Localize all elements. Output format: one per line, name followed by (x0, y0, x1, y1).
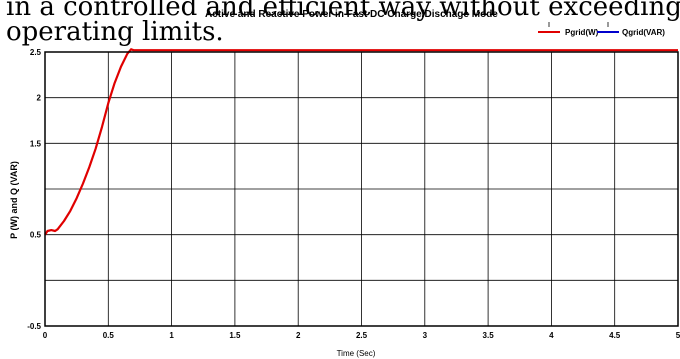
x-tick-label: 1 (169, 331, 174, 340)
legend-label-pgrid: Pgrid(W) (565, 28, 599, 37)
y-tick-label: 2.5 (30, 48, 42, 57)
x-tick-label: 0.5 (103, 331, 115, 340)
legend-label-qgrid: Qgrid(VAR) (622, 28, 665, 37)
y-tick-label: 1.5 (30, 139, 42, 148)
grid-lines (44, 51, 679, 327)
legend: Pgrid(W) Qgrid(VAR) (538, 22, 665, 37)
y-tick-label: 2 (37, 94, 42, 103)
x-tick-label: 3 (423, 331, 428, 340)
y-tick-label: 0.5 (30, 231, 42, 240)
y-axis-label: P (W) and Q (VAR) (9, 161, 19, 239)
snippet-line-1: in a controlled and efficient way withou… (6, 0, 680, 22)
plot-frame (44, 51, 679, 327)
x-tick-label: 0 (43, 331, 48, 340)
x-tick-label: 4 (549, 331, 554, 340)
x-tick-label: 2.5 (356, 331, 368, 340)
text-snippet: in a controlled and efficient way withou… (6, 0, 680, 52)
x-tick-label: 5 (676, 331, 680, 340)
plot-series (44, 48, 678, 236)
x-tick-label: 2 (296, 331, 301, 340)
x-tick-label: 1.5 (229, 331, 241, 340)
x-tick-label: 4.5 (609, 331, 621, 340)
y-tick-label: -0.5 (27, 322, 41, 331)
y-tick-labels: -0.5 0.5 1.5 2 2.5 (27, 48, 41, 331)
x-tick-label: 3.5 (483, 331, 495, 340)
snippet-line-2: operating limits. (6, 17, 224, 47)
chart-title: Active and Reactive Power in Fast DC Cha… (205, 9, 498, 20)
x-tick-labels: 0 0.5 1 1.5 2 2.5 3 3.5 4 4.5 5 (43, 331, 680, 340)
series-line-pgrid (44, 48, 678, 236)
x-axis-label: Time (Sec) (337, 349, 376, 358)
